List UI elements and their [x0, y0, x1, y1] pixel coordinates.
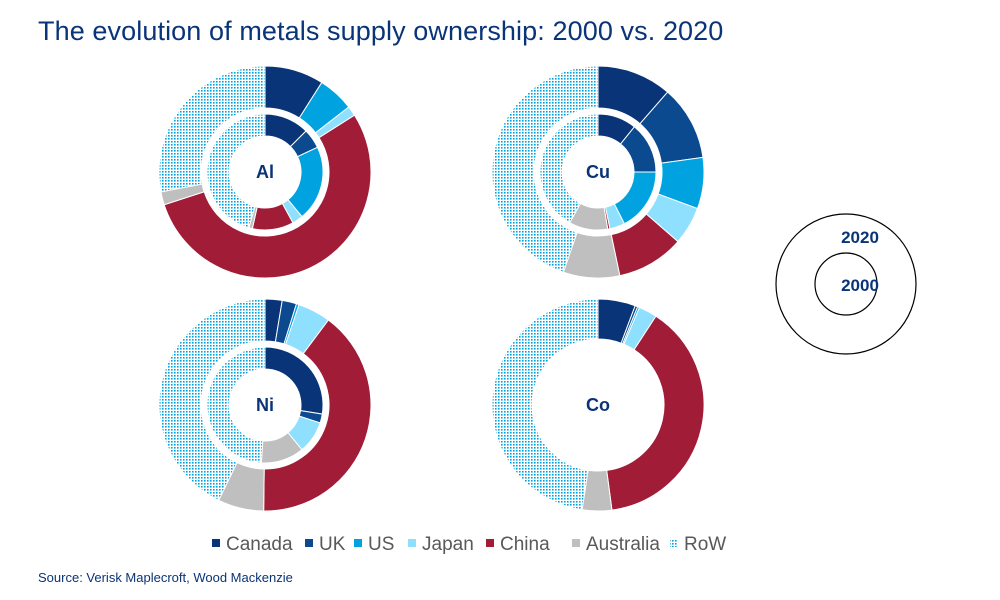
outer-ring-key-circle [775, 213, 917, 355]
metal-label-ni: Ni [256, 395, 274, 415]
slice-al-2020-china [163, 114, 372, 279]
legend-label-canada: Canada [226, 534, 293, 555]
slice-ni-2020-china [263, 319, 372, 512]
legend-swatch-australia [572, 539, 580, 547]
legend-swatch-us [354, 539, 362, 547]
legend-swatch-china [486, 539, 494, 547]
legend-label-japan: Japan [422, 534, 474, 555]
legend-swatch-row [670, 539, 678, 547]
slice-al-2000-row [206, 113, 266, 229]
slice-ni-2000-row [206, 346, 266, 464]
slice-cu-2020-row [491, 65, 599, 273]
outer-ring-key-label: 2020 [841, 228, 879, 247]
inner-ring-key-circle [814, 252, 878, 316]
legend-swatch-japan [408, 539, 416, 547]
legend-label-row: RoW [684, 534, 726, 555]
legend: Canada UK US Japan China Australia RoW [212, 534, 726, 555]
source-note: Source: Verisk Maplecroft, Wood Mackenzi… [38, 570, 293, 585]
legend-label-australia: Australia [586, 534, 660, 555]
slice-cu-2000-row [539, 113, 599, 224]
legend-label-uk: UK [319, 534, 346, 555]
metal-label-co: Co [586, 395, 610, 415]
legend-swatch-uk [305, 539, 313, 547]
metal-label-cu: Cu [586, 162, 610, 182]
legend-label-us: US [368, 534, 394, 555]
legend-label-china: China [500, 534, 550, 555]
slice-co-2020-china [606, 315, 705, 511]
slice-co-2020-row [491, 298, 599, 511]
legend-swatch-canada [212, 539, 220, 547]
inner-ring-key-label: 2000 [841, 276, 879, 295]
chart-title: The evolution of metals supply ownership… [38, 16, 724, 46]
metal-label-al: Al [256, 162, 274, 182]
slice-ni-2020-row [158, 298, 266, 502]
slice-al-2020-row [158, 65, 266, 193]
ring-key: 2020 2000 [775, 213, 917, 355]
